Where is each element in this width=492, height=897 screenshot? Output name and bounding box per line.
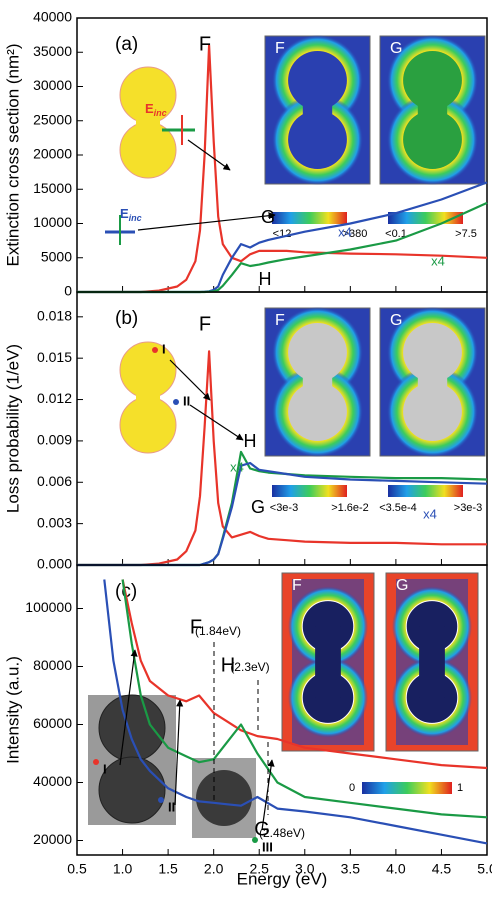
y-tick-label: 20000 xyxy=(33,831,72,847)
colorbar xyxy=(272,485,347,497)
annotation: H xyxy=(259,269,272,289)
x-tick-label: 0.5 xyxy=(67,861,87,877)
y-tick-label: 0.000 xyxy=(37,556,72,572)
colorbar xyxy=(272,212,347,224)
y-tick-label: 0.006 xyxy=(37,473,72,489)
colorbar xyxy=(388,485,463,497)
x-tick-label: 2.0 xyxy=(204,861,224,877)
particle-label: I xyxy=(103,761,107,776)
field-subscript: inc xyxy=(129,213,142,223)
field-symbol: E xyxy=(120,206,129,221)
y-tick-label: 40000 xyxy=(33,9,72,25)
annotation: (1.84eV) xyxy=(195,624,241,638)
y-tick-label: 40000 xyxy=(33,773,72,789)
field-symbol: E xyxy=(145,101,154,116)
x-tick-label: 1.5 xyxy=(158,861,178,877)
inset-map: G xyxy=(380,35,485,185)
x-axis-label: Energy (eV) xyxy=(237,869,328,888)
annotation: x4 xyxy=(431,253,445,268)
particle-photo xyxy=(196,770,252,826)
panel-label: (a) xyxy=(115,34,138,55)
pointer-arrow xyxy=(188,140,230,170)
colorbar xyxy=(362,782,452,794)
colorbar-label: <3.5e-4 xyxy=(379,502,417,514)
y-tick-label: 35000 xyxy=(33,43,72,59)
particle-label: II xyxy=(168,799,175,814)
inset-neck xyxy=(419,626,445,697)
x-tick-label: 3.5 xyxy=(341,861,361,877)
colorbar-label: >1.6e-2 xyxy=(331,502,369,514)
y-tick-label: 0 xyxy=(64,283,72,299)
annotation: F xyxy=(199,33,211,55)
colorbar-label: <3e-3 xyxy=(270,502,298,514)
y-tick-label: 0.003 xyxy=(37,514,72,530)
inset-label: G xyxy=(390,40,402,57)
x-tick-label: 5.0 xyxy=(477,861,492,877)
y-tick-label: 100000 xyxy=(25,599,72,615)
particle-photo xyxy=(99,757,165,823)
y-tick-label: 25000 xyxy=(33,111,72,127)
pointer-arrow xyxy=(190,405,243,440)
x-tick-label: 1.0 xyxy=(113,861,133,877)
colorbar-label: 1 xyxy=(457,782,463,794)
annotation: G xyxy=(251,497,265,517)
panel-label: (b) xyxy=(115,308,138,329)
colorbar-label: 0 xyxy=(349,782,355,794)
colorbar-label: >7.5 xyxy=(455,228,477,240)
inset-map: F xyxy=(282,573,374,751)
annotation: x4 xyxy=(338,224,352,239)
inset-neck xyxy=(303,80,332,139)
inset-neck xyxy=(303,352,332,411)
y-tick-label: 60000 xyxy=(33,715,72,731)
y-tick-label: 0.009 xyxy=(37,432,72,448)
annotation: H xyxy=(244,431,257,451)
particle-label: II xyxy=(183,393,190,408)
y-tick-label: 30000 xyxy=(33,77,72,93)
pointer-arrow xyxy=(138,215,275,230)
field-subscript: inc xyxy=(154,108,167,118)
y-tick-label: 0.012 xyxy=(37,390,72,406)
probe-dot xyxy=(158,797,164,803)
particle-label: I xyxy=(162,341,166,356)
y-tick-label: 10000 xyxy=(33,214,72,230)
y-axis-label: Intensity (a.u.) xyxy=(3,656,22,764)
particle-photo xyxy=(99,695,165,761)
inset-label: G xyxy=(396,577,408,594)
y-tick-label: 0.018 xyxy=(37,308,72,324)
inset-map: F xyxy=(265,35,370,185)
annotation: x4 xyxy=(423,506,437,521)
annotation: (2.3eV) xyxy=(230,660,269,674)
inset-label: G xyxy=(390,312,402,329)
particle-label: III xyxy=(262,839,273,854)
inset-map: G xyxy=(386,573,478,751)
y-tick-label: 80000 xyxy=(33,657,72,673)
x-tick-label: 4.0 xyxy=(386,861,406,877)
colorbar-label: >3e-3 xyxy=(454,502,482,514)
inset-label: F xyxy=(275,40,285,57)
inset-map: G xyxy=(380,307,485,457)
inset-label: F xyxy=(292,577,302,594)
field-label: Einc xyxy=(120,206,142,223)
annotation: x4 xyxy=(230,459,244,474)
inset-map: F xyxy=(265,307,370,457)
annotation: F xyxy=(199,313,211,335)
y-tick-label: 0.015 xyxy=(37,349,72,365)
x-tick-label: 4.5 xyxy=(432,861,452,877)
y-axis-label: Loss probability (1/eV) xyxy=(3,344,22,513)
inset-neck xyxy=(315,626,341,697)
probe-dot xyxy=(93,759,99,765)
probe-dot xyxy=(173,399,179,405)
figure: 0 5000 10000 15000 20000 25000 30000 35000 40000… xyxy=(0,0,492,892)
curve xyxy=(77,182,487,292)
particle-neck xyxy=(136,375,160,420)
inset-neck xyxy=(418,352,447,411)
probe-dot xyxy=(152,347,158,353)
inset-label: F xyxy=(275,312,285,329)
inset-neck xyxy=(418,80,447,139)
annotation: (2.48eV) xyxy=(259,826,305,840)
y-tick-label: 5000 xyxy=(41,248,72,264)
y-tick-label: 15000 xyxy=(33,180,72,196)
y-axis-label: Extinction cross section (nm²) xyxy=(3,44,22,267)
y-tick-label: 20000 xyxy=(33,146,72,162)
